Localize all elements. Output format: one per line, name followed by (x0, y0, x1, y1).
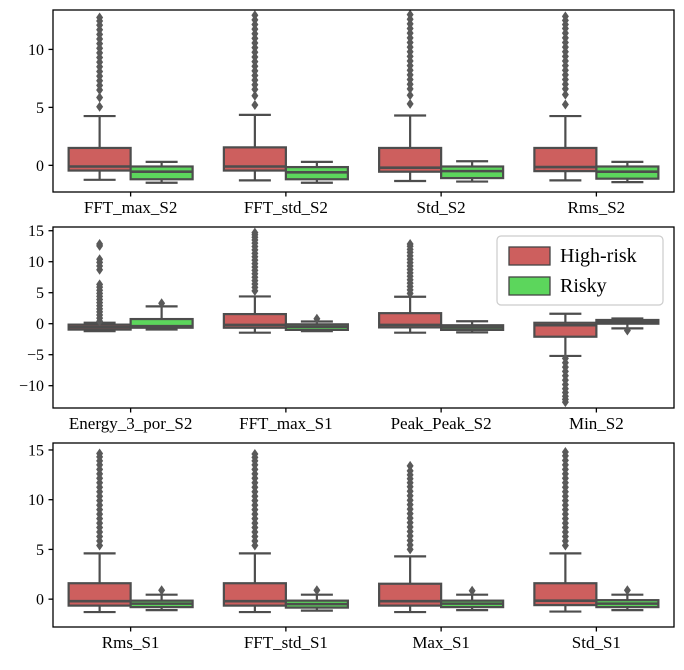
x-category-label: Energy_3_por_S2 (69, 414, 192, 433)
box-risky (129, 317, 194, 329)
outlier-point (158, 298, 166, 309)
x-category-label: Rms_S2 (568, 198, 626, 217)
outlier-point (406, 239, 414, 250)
x-category-label: Peak_Peak_S2 (391, 414, 492, 433)
y-tick-label: 5 (36, 542, 44, 559)
x-category-label: FFT_std_S2 (244, 198, 328, 217)
outlier-point (406, 90, 414, 101)
outlier-point (623, 585, 631, 596)
outlier-point (251, 227, 259, 238)
y-tick-label: 15 (28, 442, 44, 459)
y-tick-label: 10 (28, 42, 44, 59)
x-category-label: FFT_max_S2 (84, 198, 178, 217)
outlier-point (251, 10, 259, 21)
outlier-point (96, 239, 104, 250)
y-tick-label: 5 (36, 100, 44, 117)
y-tick-label: 10 (28, 492, 44, 509)
y-tick-label: 5 (36, 285, 44, 302)
axes-frame (52, 226, 675, 409)
box-high-risk (533, 146, 598, 173)
outlier-point (406, 460, 414, 471)
outlier-point (313, 585, 321, 596)
box-high-risk (67, 146, 132, 172)
x-category-label: Std_S1 (572, 633, 621, 652)
axes-frame (52, 442, 675, 628)
outlier-point (251, 100, 259, 111)
legend-label-high-risk: High-risk (560, 245, 637, 267)
legend-label-risky: Risky (560, 275, 607, 297)
y-tick-label: 10 (28, 254, 44, 271)
y-tick-label: 0 (36, 316, 44, 333)
outlier-point (158, 585, 166, 596)
y-tick-label: −10 (19, 378, 44, 395)
outlier-point (96, 448, 104, 459)
outlier-point (96, 12, 104, 23)
y-tick-label: 0 (36, 158, 44, 175)
x-category-label: Rms_S1 (102, 633, 160, 652)
outlier-point (251, 90, 259, 101)
outlier-point (406, 98, 414, 109)
x-category-label: Min_S2 (569, 414, 624, 433)
y-tick-label: 0 (36, 592, 44, 609)
legend-swatch-high-risk (508, 246, 551, 266)
legend-swatch-risky (508, 276, 551, 296)
outlier-point (561, 446, 569, 457)
y-tick-label: 15 (28, 223, 44, 240)
outlier-point (468, 585, 476, 596)
x-category-label: FFT_max_S1 (239, 414, 333, 433)
box-high-risk (378, 146, 443, 173)
y-tick-label: −5 (27, 347, 44, 364)
outlier-point (251, 448, 259, 459)
outlier-point (623, 325, 631, 336)
outlier-point (561, 11, 569, 22)
outlier-point (96, 101, 104, 112)
x-category-label: Std_S2 (417, 198, 466, 217)
outlier-point (96, 279, 104, 290)
outlier-point (406, 9, 414, 20)
x-category-label: FFT_std_S1 (244, 633, 328, 652)
outlier-point (561, 99, 569, 110)
outlier-point (313, 313, 321, 324)
outlier-point (561, 89, 569, 100)
box-high-risk (222, 146, 287, 172)
x-category-label: Max_S1 (412, 633, 470, 652)
outlier-point (561, 397, 569, 408)
axes-frame (52, 9, 675, 193)
outlier-point (96, 92, 104, 103)
outlier-point (96, 254, 104, 265)
